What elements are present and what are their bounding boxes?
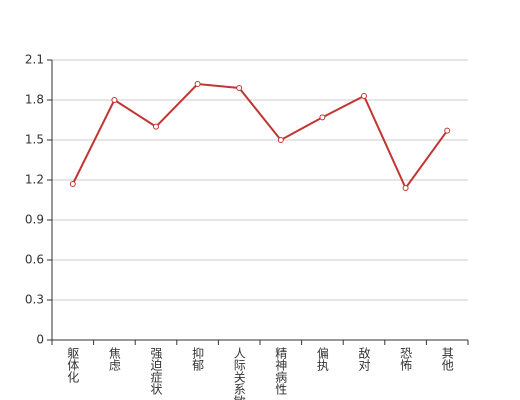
y-tick-label: 0 [36,333,44,347]
x-tick-label: 焦虑 [107,347,121,371]
point [153,123,159,130]
x-tick-label: 其他 [440,347,454,371]
point [194,81,201,87]
point [444,127,451,134]
y-tick-label: 1.8 [25,93,44,107]
y-tick-label: 2.1 [25,53,44,67]
y-tick-label: 0.3 [25,293,44,307]
point [277,137,284,143]
x-tick-label: 躯体化 [66,346,80,384]
point [236,85,243,91]
point [69,181,76,187]
y-tick-label: 1.5 [25,133,44,147]
x-tick-label: 抑郁 [191,346,205,372]
grid [52,59,468,301]
line [71,82,449,190]
x-tick-label: 精神病性 [274,347,288,396]
marks [69,81,451,191]
x-tick-label: 人际关系敏感 [232,347,246,400]
y-tick-label: 1.2 [25,173,44,187]
axes: 0 0.3 0.6 0.9 1.2 1.5 1.8 2.1 躯体化 焦虑 强迫症状 抑郁 人际关系敏感 精… [25,53,469,400]
x-tick-label: 敌对 [357,346,371,371]
point [361,93,367,99]
point [111,97,118,103]
point [402,185,409,191]
y-tick-label: 0.9 [25,213,44,227]
point [319,114,326,121]
x-tick-label: 恐怖 [399,347,413,371]
y-tick-label: 0.6 [25,253,44,267]
x-tick-label: 强迫症状 [149,347,163,395]
x-tick-label: 偏执 [315,346,329,372]
